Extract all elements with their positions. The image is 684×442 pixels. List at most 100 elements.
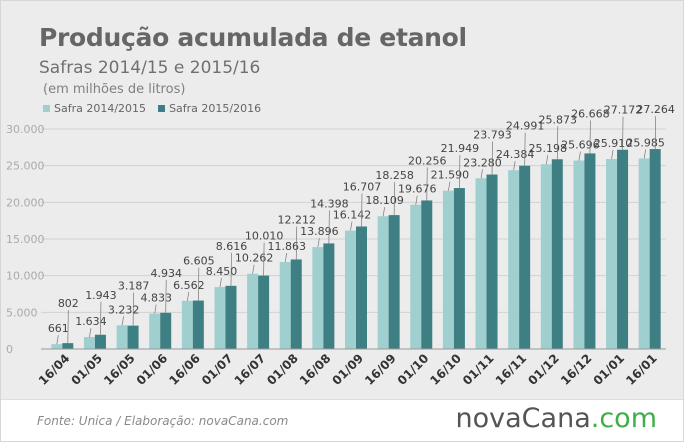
label-leader	[524, 132, 526, 166]
bar-chart: 0 5.000 10.000 15.000 20.000 25.000 30.000 661 8…	[6, 103, 675, 388]
data-label: 25.873	[539, 113, 578, 126]
chart-subtitle: Safras 2014/15 e 2015/16	[39, 58, 261, 78]
data-label: 4.833	[140, 292, 172, 305]
y-tick-label: 5.000	[6, 306, 38, 319]
data-label: 24.991	[506, 120, 545, 133]
bar	[486, 174, 498, 349]
data-label: 3.187	[118, 280, 150, 293]
legend-item-2014: Safra 2014/2015	[43, 102, 146, 115]
x-tick-label: 16/01	[623, 351, 660, 388]
label-leader	[295, 226, 298, 260]
bar	[323, 243, 335, 349]
label-leader	[415, 195, 418, 205]
units-label: (em milhões de litros)	[43, 82, 186, 97]
data-label: 1.634	[75, 315, 107, 328]
source-note: Fonte: Unica / Elaboração: novaCana.com	[37, 414, 289, 428]
novacana-logo: novaCana.com	[456, 403, 657, 434]
label-leader	[513, 161, 516, 171]
bar	[312, 247, 324, 349]
label-leader	[328, 210, 330, 244]
bar	[116, 325, 128, 349]
data-label: 18.109	[365, 194, 404, 207]
data-label: 20.256	[408, 154, 447, 167]
data-label: 21.590	[431, 169, 470, 182]
label-leader	[219, 277, 222, 288]
label-leader	[448, 181, 451, 191]
label-leader	[350, 221, 353, 231]
data-label: 16.142	[333, 209, 372, 222]
x-tick-label: 16/06	[166, 351, 203, 388]
x-tick-label: 01/11	[460, 351, 497, 388]
x-tick-label: 16/04	[36, 351, 73, 388]
x-tick-label: 01/12	[525, 351, 562, 388]
label-leader	[589, 120, 591, 154]
label-leader	[89, 327, 92, 338]
bar	[62, 343, 74, 349]
label-leader	[393, 182, 395, 216]
legend-swatch-2014	[43, 105, 50, 112]
label-leader	[317, 238, 320, 248]
bar	[551, 159, 563, 349]
y-tick-label: 25.000	[6, 160, 45, 173]
data-label: 12.212	[277, 213, 316, 226]
label-leader	[491, 141, 493, 175]
bar	[442, 190, 454, 349]
x-tick-label: 01/10	[395, 351, 432, 388]
data-label: 8.616	[216, 240, 248, 253]
label-leader	[643, 149, 647, 159]
data-label: 661	[48, 322, 69, 335]
x-tick-label: 01/09	[330, 351, 367, 388]
data-label: 25.985	[626, 136, 665, 149]
logo-suffix: .com	[590, 403, 657, 434]
bar	[410, 204, 422, 349]
y-tick-label: 10.000	[6, 270, 45, 283]
data-label: 23.793	[473, 129, 512, 142]
label-leader	[165, 279, 167, 313]
legend-label-2014: Safra 2014/2015	[54, 102, 147, 115]
label-leader	[230, 252, 232, 286]
x-tick-label: 01/08	[264, 351, 301, 388]
data-label: 10.262	[235, 252, 274, 265]
data-label: 6.562	[173, 279, 205, 292]
legend: Safra 2014/2015 Safra 2015/2016	[43, 102, 273, 115]
label-leader	[622, 116, 624, 150]
bar	[290, 259, 302, 349]
bar	[421, 200, 433, 349]
bar	[388, 215, 400, 349]
y-tick-label: 15.000	[6, 233, 45, 246]
bar	[475, 178, 487, 349]
bar	[508, 170, 520, 349]
x-tick-label: 01/07	[199, 351, 236, 388]
data-label: 802	[58, 297, 79, 310]
label-leader	[284, 252, 288, 263]
y-tick-label: 20.000	[6, 196, 45, 209]
data-label: 13.896	[300, 225, 339, 238]
label-leader	[426, 167, 428, 201]
legend-swatch-2015	[158, 105, 166, 112]
legend-item-2015: Safra 2015/2016	[158, 102, 261, 115]
data-label: 10.010	[245, 230, 284, 243]
bar	[519, 165, 531, 349]
y-tick-label: 0	[6, 343, 13, 356]
bar	[225, 285, 237, 349]
bar	[638, 158, 650, 349]
label-leader	[480, 169, 483, 179]
label-leader	[654, 116, 657, 150]
label-leader	[100, 301, 102, 335]
label-leader	[121, 316, 124, 326]
bar	[149, 313, 161, 349]
label-leader	[263, 242, 265, 276]
data-label: 4.934	[150, 267, 182, 280]
label-leader	[56, 335, 59, 345]
label-leader	[459, 155, 461, 189]
bar	[181, 300, 193, 349]
label-leader	[361, 193, 363, 227]
data-label: 21.949	[441, 142, 480, 155]
x-tick-label: 01/06	[134, 351, 171, 388]
bar	[127, 325, 139, 349]
data-label: 19.676	[398, 183, 437, 196]
x-tick-label: 16/08	[297, 351, 334, 388]
logo-main: novaCana	[455, 403, 591, 434]
label-leader	[611, 149, 614, 160]
